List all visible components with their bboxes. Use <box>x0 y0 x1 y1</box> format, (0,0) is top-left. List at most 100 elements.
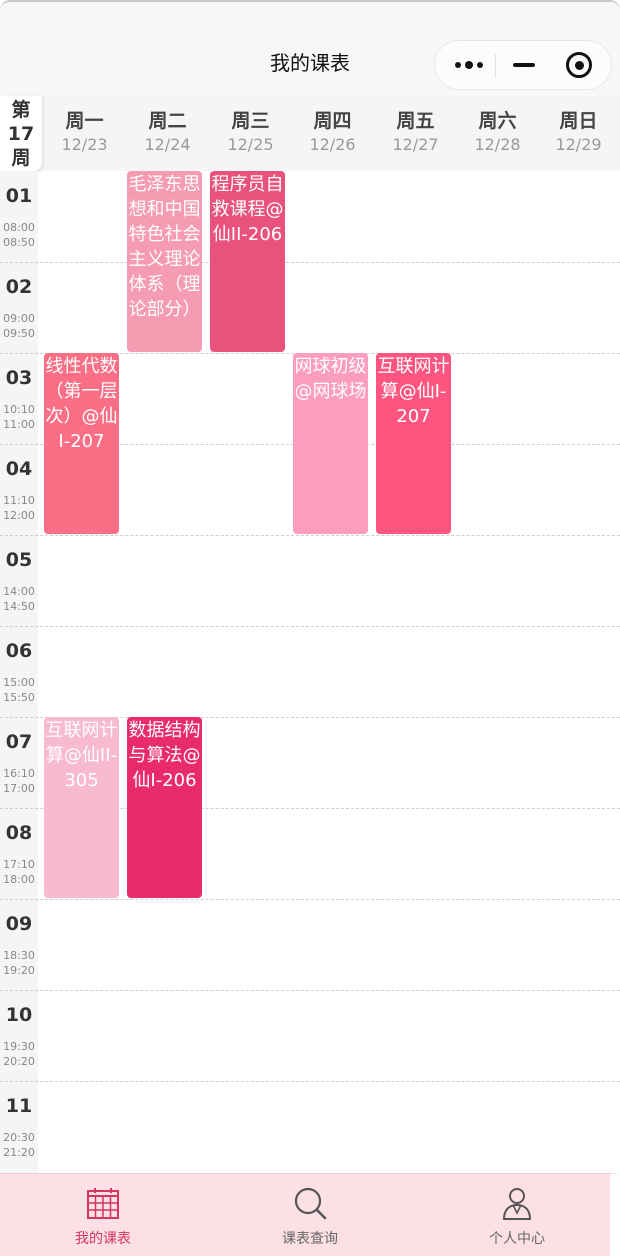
day-header-thu: 周四 12/26 <box>291 108 374 156</box>
period-slot-04: 04 11:10 12:00 <box>0 444 38 535</box>
day-date: 12/25 <box>227 135 274 154</box>
tab-label: 课表查询 <box>282 1231 338 1247</box>
period-start: 20:30 <box>3 1131 35 1144</box>
page-title: 我的课表 <box>270 51 350 75</box>
course-card[interactable]: 网球初级@网球场 <box>293 353 368 534</box>
day-header-fri: 周五 12/27 <box>374 108 457 156</box>
timetable-grid: 01 08:00 08:50 02 09:00 09:50 03 10:10 1… <box>0 171 620 1173</box>
period-divider <box>0 717 620 718</box>
minimize-button[interactable] <box>494 41 554 89</box>
day-date: 12/24 <box>144 135 191 154</box>
day-name: 周六 <box>478 110 517 132</box>
minimize-icon <box>513 63 535 67</box>
period-slot-10: 10 19:30 20:20 <box>0 990 38 1081</box>
period-slot-01: 01 08:00 08:50 <box>0 171 38 262</box>
period-number: 05 <box>5 549 33 571</box>
period-slot-02: 02 09:00 09:50 <box>0 262 38 353</box>
tab-my-schedule[interactable]: 我的课表 <box>0 1174 206 1256</box>
period-number: 07 <box>5 731 33 753</box>
navigation-bar: 我的课表 <box>0 0 620 96</box>
period-end: 11:00 <box>3 418 35 431</box>
mini-program-capsule <box>434 40 612 90</box>
period-start: 18:30 <box>3 949 35 962</box>
tab-schedule-search[interactable]: 课表查询 <box>207 1174 413 1256</box>
day-date: 12/23 <box>61 135 108 154</box>
course-card[interactable]: 线性代数（第一层次）@仙I-207 <box>44 353 119 534</box>
week-label-suffix: 周 <box>11 146 31 169</box>
period-number: 09 <box>5 913 33 935</box>
period-divider <box>0 808 620 809</box>
period-slot-11: 11 20:30 21:20 <box>0 1081 38 1172</box>
period-end: 15:50 <box>3 691 35 704</box>
period-end: 19:20 <box>3 964 35 977</box>
day-header-sat: 周六 12/28 <box>456 108 539 156</box>
day-header-tue: 周二 12/24 <box>126 108 209 156</box>
period-number: 01 <box>5 185 33 207</box>
course-card[interactable]: 数据结构与算法@仙I-206 <box>127 717 202 898</box>
day-date: 12/29 <box>555 135 602 154</box>
period-number: 10 <box>5 1004 33 1026</box>
day-name: 周一 <box>65 110 104 132</box>
period-number: 08 <box>5 822 33 844</box>
period-start: 17:10 <box>3 858 35 871</box>
close-target-icon <box>566 52 592 78</box>
person-icon <box>502 1188 532 1220</box>
period-start: 11:10 <box>3 494 35 507</box>
period-divider <box>0 262 620 263</box>
tab-label: 我的课表 <box>75 1231 131 1247</box>
day-name: 周四 <box>313 110 352 132</box>
period-divider <box>0 899 620 900</box>
time-column <box>0 171 38 1173</box>
period-slot-09: 09 18:30 19:20 <box>0 899 38 990</box>
period-end: 20:20 <box>3 1055 35 1068</box>
period-end: 14:50 <box>3 600 35 613</box>
period-slot-05: 05 14:00 14:50 <box>0 535 38 626</box>
period-start: 15:00 <box>3 676 35 689</box>
tab-profile[interactable]: 个人中心 <box>414 1174 620 1256</box>
day-date: 12/28 <box>474 135 521 154</box>
period-start: 19:30 <box>3 1040 35 1053</box>
period-start: 08:00 <box>3 221 35 234</box>
period-start: 14:00 <box>3 585 35 598</box>
close-button[interactable] <box>549 41 609 89</box>
week-header: 第 17 周 周一 12/23 周二 12/24 周三 12/25 周四 12/… <box>0 96 620 171</box>
period-end: 09:50 <box>3 327 35 340</box>
more-button[interactable] <box>439 41 499 89</box>
period-divider <box>0 990 620 991</box>
day-header-wed: 周三 12/25 <box>209 108 292 156</box>
period-slot-03: 03 10:10 11:00 <box>0 353 38 444</box>
calendar-grid-icon <box>87 1188 119 1219</box>
capsule-divider <box>495 54 496 78</box>
period-number: 02 <box>5 276 33 298</box>
period-divider <box>0 626 620 627</box>
period-end: 08:50 <box>3 236 35 249</box>
period-end: 21:20 <box>3 1146 35 1159</box>
course-card[interactable]: 互联网计算@仙II-305 <box>44 717 119 898</box>
period-divider <box>0 535 620 536</box>
week-label-prefix: 第 <box>11 98 31 121</box>
period-slot-07: 07 16:10 17:00 <box>0 717 38 808</box>
period-start: 16:10 <box>3 767 35 780</box>
day-header-sun: 周日 12/29 <box>537 108 620 156</box>
day-date: 12/26 <box>309 135 356 154</box>
period-start: 09:00 <box>3 312 35 325</box>
day-name: 周日 <box>559 110 598 132</box>
search-icon <box>294 1187 327 1220</box>
more-dots-icon <box>455 61 483 69</box>
period-start: 10:10 <box>3 403 35 416</box>
day-name: 周三 <box>231 110 270 132</box>
period-divider <box>0 1081 620 1082</box>
week-number: 17 <box>7 122 35 145</box>
period-number: 06 <box>5 640 33 662</box>
course-card[interactable]: 毛泽东思想和中国特色社会主义理论体系（理论部分） <box>127 171 202 352</box>
day-name: 周五 <box>396 110 435 132</box>
period-end: 17:00 <box>3 782 35 795</box>
course-card[interactable]: 程序员自救课程@仙II-206 <box>210 171 285 352</box>
period-number: 11 <box>5 1095 33 1117</box>
period-number: 03 <box>5 367 33 389</box>
period-number: 04 <box>5 458 33 480</box>
week-selector[interactable]: 第 17 周 <box>0 96 42 171</box>
day-header-mon: 周一 12/23 <box>43 108 126 156</box>
period-end: 12:00 <box>3 509 35 522</box>
course-card[interactable]: 互联网计算@仙I-207 <box>376 353 451 534</box>
